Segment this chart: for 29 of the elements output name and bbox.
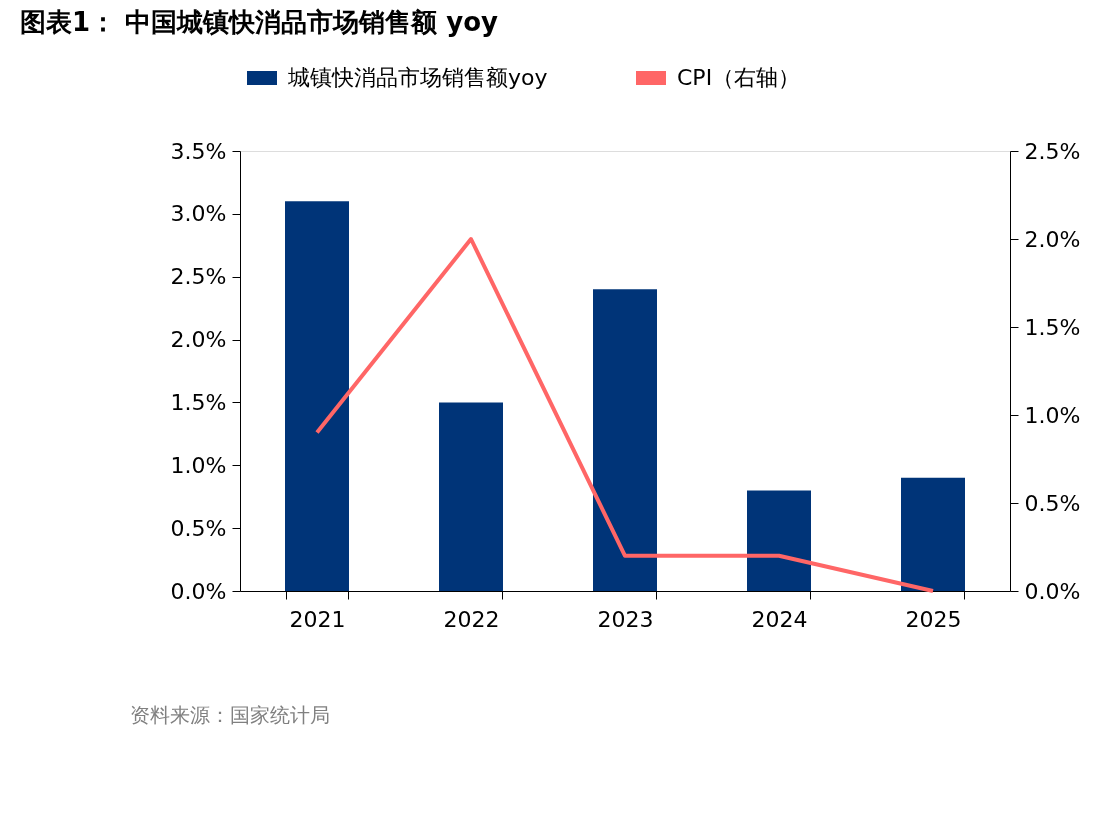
chart-title: 图表1： 中国城镇快消品市场销售额 yoy <box>20 7 498 37</box>
y2-tick-label: 2.0% <box>1024 226 1081 252</box>
bar <box>439 402 503 591</box>
x-tick-label: 2022 <box>443 606 500 632</box>
y-tick-label: 3.5% <box>170 138 227 164</box>
x-tick-label: 2024 <box>751 606 808 632</box>
y-tick-label: 0.0% <box>170 578 227 604</box>
text: 资料来源：国家统计局 <box>130 703 330 727</box>
legend-label: CPI（右轴） <box>677 65 801 90</box>
y-tick-label: 1.5% <box>170 389 227 415</box>
y2-tick-label: 0.0% <box>1024 578 1081 604</box>
x-tick-label: 2025 <box>905 606 962 632</box>
bar <box>593 289 657 591</box>
bar <box>747 490 811 591</box>
y2-tick-label: 0.5% <box>1024 490 1081 516</box>
y-tick-label: 1.0% <box>170 452 227 478</box>
bar <box>285 201 349 591</box>
y2-tick-label: 1.5% <box>1024 314 1081 340</box>
y-tick-label: 0.5% <box>170 515 227 541</box>
y2-tick-label: 2.5% <box>1024 138 1081 164</box>
y-tick-label: 3.0% <box>170 201 227 227</box>
x-tick-label: 2023 <box>597 606 654 632</box>
y-tick-label: 2.0% <box>170 327 227 353</box>
x-tick-label: 2021 <box>289 606 346 632</box>
bar <box>901 477 965 591</box>
legend-label: 城镇快消品市场销售额yoy <box>287 65 548 90</box>
y2-tick-label: 1.0% <box>1024 402 1081 428</box>
line-series <box>315 237 935 593</box>
y-tick-label: 2.5% <box>170 264 227 290</box>
